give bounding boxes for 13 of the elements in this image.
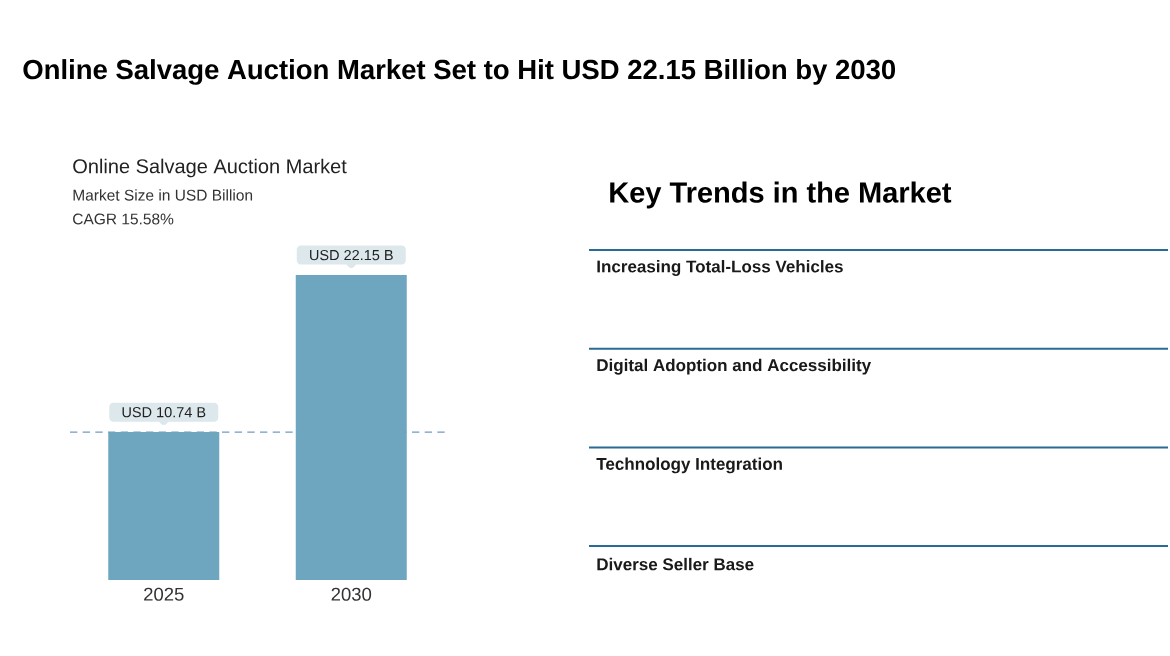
- x-tick-label: 2025: [144, 587, 184, 601]
- text: Increasing Total-Loss Vehicles: [597, 260, 843, 276]
- chart-subtitle: Online Salvage Auction Market: [73, 158, 347, 178]
- x-tick-label: 2030: [331, 587, 372, 601]
- text: Diverse Seller Base: [597, 557, 754, 571]
- text: CAGR 15.58%: [73, 213, 174, 225]
- text: Key Trends in the Market: [610, 181, 952, 209]
- chart-title: Online Salvage Auction Market Set to Hit USD 22.15 Billion by 2030: [23, 59, 896, 85]
- text: Technology Integration: [596, 457, 782, 474]
- text: Digital Adoption and Accessibility: [597, 358, 872, 375]
- data-label: USD 10.74 B: [122, 407, 206, 418]
- data-label: USD 22.15 B: [310, 249, 393, 261]
- y-axis-title: Market Size in USD Billion: [73, 189, 253, 201]
